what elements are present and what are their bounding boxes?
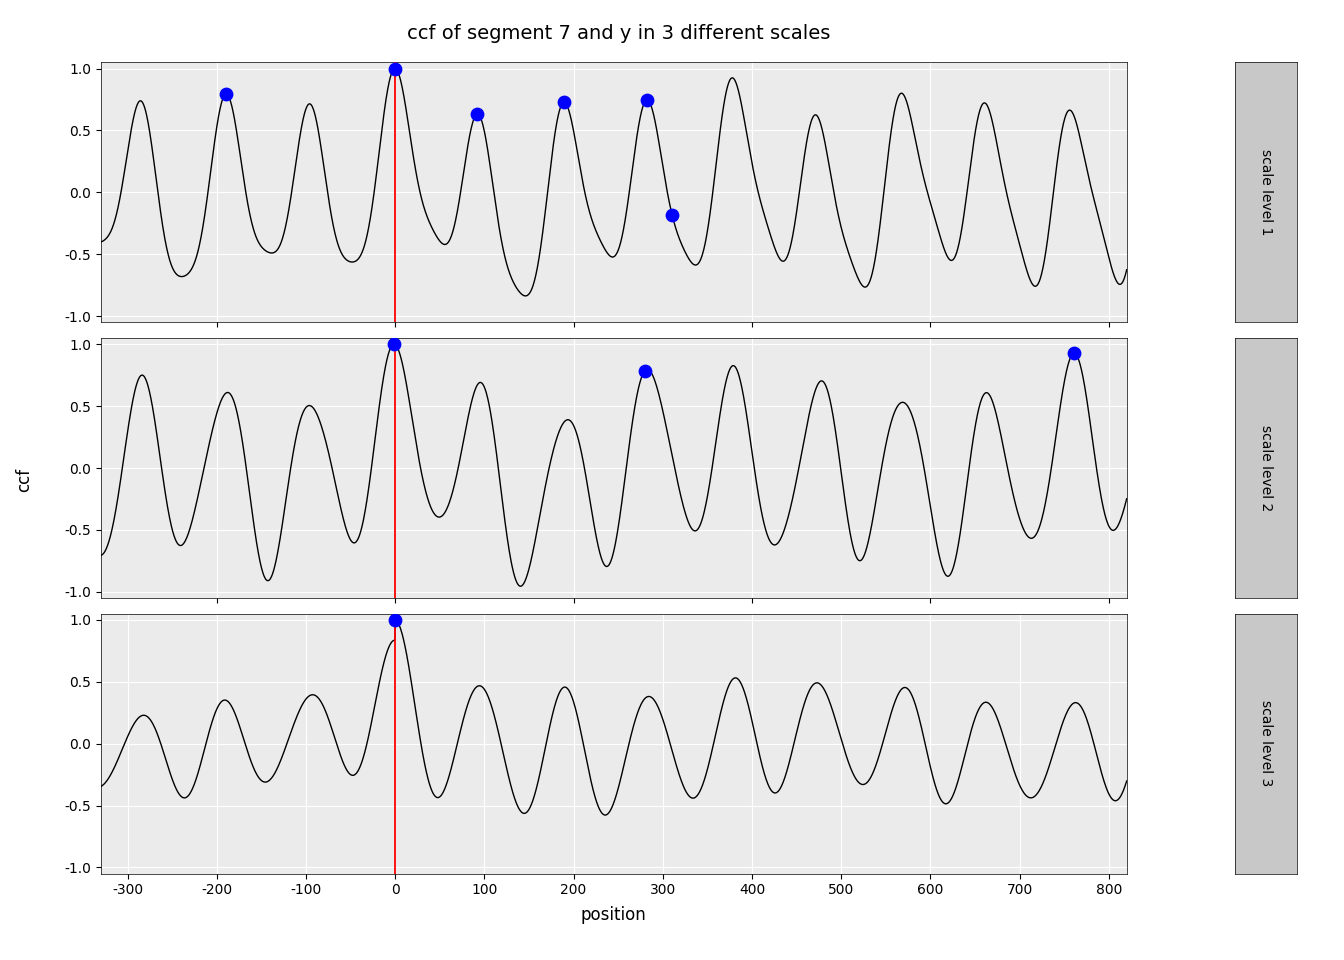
Point	[1063, 346, 1085, 361]
Point	[384, 612, 406, 628]
Text: ccf of segment 7 and y in 3 different scales: ccf of segment 7 and y in 3 different sc…	[406, 24, 831, 43]
X-axis label: position: position	[581, 905, 646, 924]
Text: scale level 1: scale level 1	[1259, 149, 1273, 235]
Point	[383, 337, 405, 352]
Text: ccf: ccf	[15, 468, 34, 492]
Point	[384, 60, 406, 76]
Text: scale level 2: scale level 2	[1259, 425, 1273, 511]
Point	[466, 107, 488, 122]
Point	[634, 363, 656, 378]
Point	[215, 86, 237, 102]
Point	[636, 92, 657, 108]
Point	[661, 207, 683, 223]
Text: scale level 3: scale level 3	[1259, 701, 1273, 787]
Point	[554, 95, 575, 110]
